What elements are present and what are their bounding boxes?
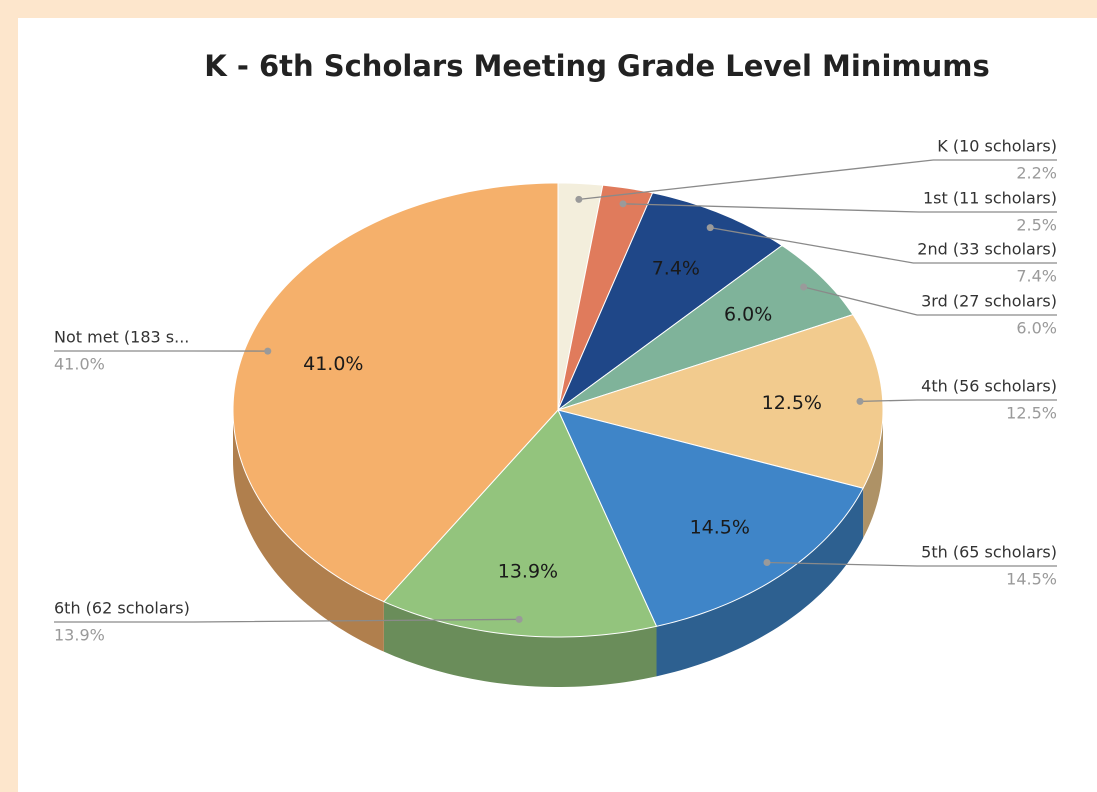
leader-dot (619, 200, 627, 208)
category-label: K (10 scholars) (937, 137, 1057, 156)
leader-dot (856, 397, 864, 405)
leader-dot (800, 283, 808, 291)
slice-label: 12.5% (762, 392, 822, 414)
leader-line (710, 226, 1057, 264)
leader-line (54, 618, 520, 623)
category-label: 5th (65 scholars) (921, 543, 1057, 562)
slice-side (656, 488, 864, 677)
slice (232, 182, 559, 603)
leader-line (859, 399, 1057, 403)
slice (557, 244, 854, 411)
slice-label: 41.0% (303, 353, 363, 375)
slice-side (863, 410, 883, 539)
slice-label: 14.5% (690, 517, 750, 539)
category-label: 1st (11 scholars) (923, 189, 1057, 208)
slice-side (383, 601, 657, 687)
leader-dot (706, 224, 714, 232)
percent-label: 13.9% (54, 626, 105, 645)
leader-line (578, 159, 1057, 201)
slice (383, 409, 658, 638)
leader-dot (264, 347, 272, 355)
percent-label: 14.5% (1006, 570, 1057, 589)
percent-label: 12.5% (1006, 404, 1057, 423)
leader-line (766, 561, 1057, 567)
percent-label: 41.0% (54, 355, 105, 374)
percent-label: 2.2% (1016, 164, 1057, 183)
slice-label: 13.9% (498, 561, 558, 583)
slice (557, 409, 864, 627)
leader-line (803, 286, 1057, 316)
percent-label: 2.5% (1016, 216, 1057, 235)
slice-label: 7.4% (652, 257, 700, 279)
leader-line (622, 203, 1057, 213)
slice-side (233, 410, 384, 652)
leader-dot (515, 615, 523, 623)
category-label: 3rd (27 scholars) (921, 292, 1057, 311)
category-label: Not met (183 s... (54, 328, 189, 347)
category-label: 4th (56 scholars) (921, 377, 1057, 396)
percent-label: 7.4% (1016, 267, 1057, 286)
category-label: 2nd (33 scholars) (917, 240, 1057, 259)
percent-label: 6.0% (1016, 319, 1057, 338)
leader-dot (763, 559, 771, 567)
chart-title: K - 6th Scholars Meeting Grade Level Min… (204, 49, 989, 83)
leader-dot (575, 195, 583, 203)
category-label: 6th (62 scholars) (54, 599, 190, 618)
slice-label: 6.0% (724, 303, 772, 325)
slice (556, 192, 783, 412)
